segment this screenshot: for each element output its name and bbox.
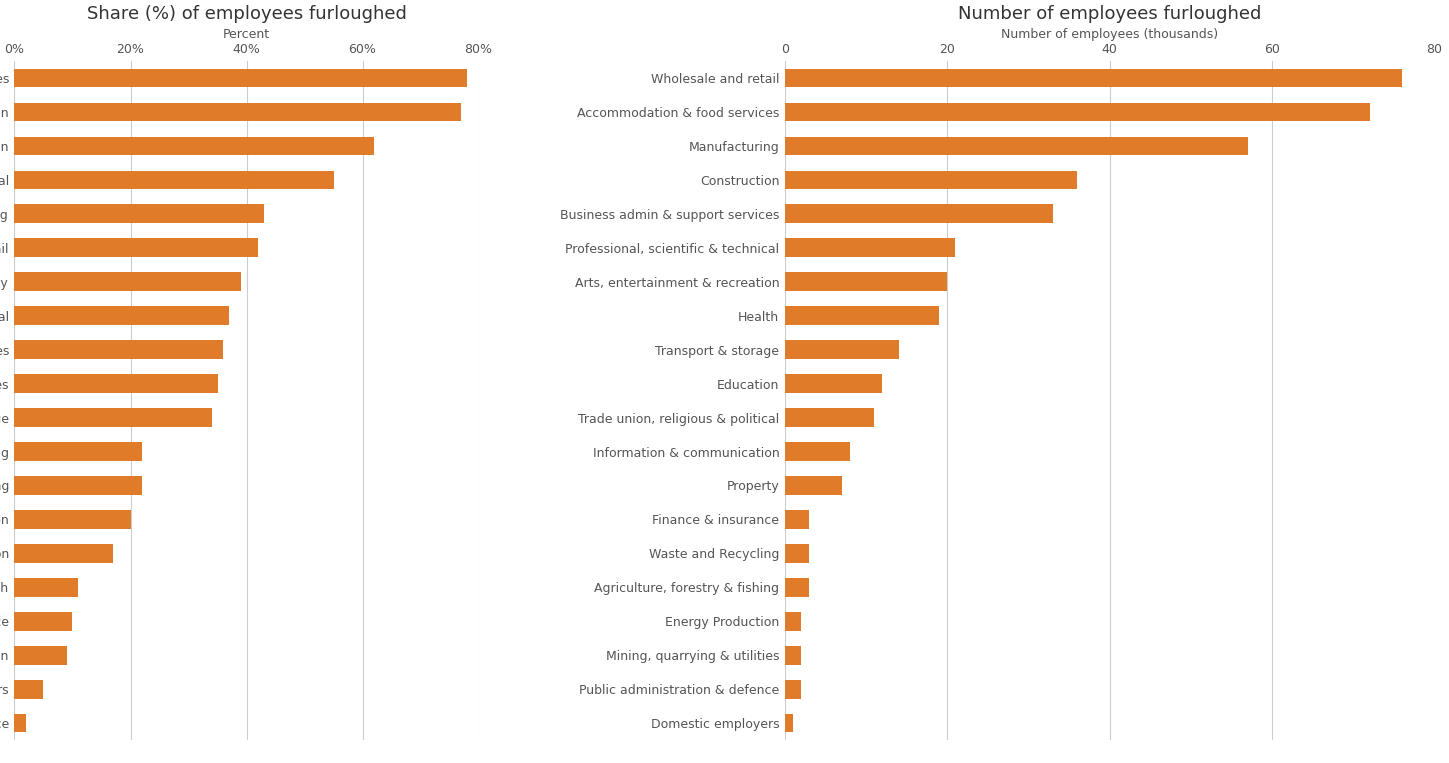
Bar bbox=[785, 137, 1248, 155]
Bar bbox=[14, 171, 333, 189]
Bar bbox=[785, 646, 801, 665]
Title: Share (%) of employees furloughed: Share (%) of employees furloughed bbox=[87, 5, 407, 24]
Bar bbox=[14, 239, 258, 257]
Bar bbox=[785, 510, 809, 529]
Bar bbox=[785, 307, 939, 325]
Bar bbox=[785, 544, 809, 562]
Bar bbox=[14, 443, 142, 461]
Bar bbox=[785, 103, 1369, 121]
Bar bbox=[14, 340, 223, 359]
Bar bbox=[785, 340, 898, 359]
Bar bbox=[14, 204, 264, 223]
Bar bbox=[785, 680, 801, 698]
Bar bbox=[14, 307, 229, 325]
Bar bbox=[14, 612, 72, 630]
Bar bbox=[14, 544, 113, 562]
Bar bbox=[14, 103, 461, 121]
Bar bbox=[785, 69, 1403, 87]
Bar bbox=[14, 272, 241, 291]
Bar bbox=[14, 375, 217, 393]
Bar bbox=[785, 476, 842, 494]
Bar bbox=[14, 408, 212, 427]
Bar bbox=[785, 714, 793, 732]
Bar bbox=[14, 680, 43, 698]
Bar bbox=[785, 578, 809, 597]
Bar bbox=[785, 239, 955, 257]
Bar bbox=[785, 612, 801, 630]
Bar bbox=[14, 714, 26, 732]
Bar bbox=[785, 375, 882, 393]
Bar bbox=[14, 646, 67, 665]
Bar bbox=[785, 272, 948, 291]
Bar bbox=[14, 578, 78, 597]
Bar bbox=[785, 443, 849, 461]
Bar bbox=[14, 476, 142, 494]
X-axis label: Number of employees (thousands): Number of employees (thousands) bbox=[1001, 27, 1219, 40]
Bar bbox=[785, 171, 1077, 189]
Title: Number of employees furloughed: Number of employees furloughed bbox=[958, 5, 1262, 24]
Bar bbox=[14, 137, 374, 155]
Bar bbox=[14, 510, 130, 529]
Bar bbox=[14, 69, 467, 87]
X-axis label: Percent: Percent bbox=[223, 27, 270, 40]
Bar bbox=[785, 408, 874, 427]
Bar bbox=[785, 204, 1053, 223]
